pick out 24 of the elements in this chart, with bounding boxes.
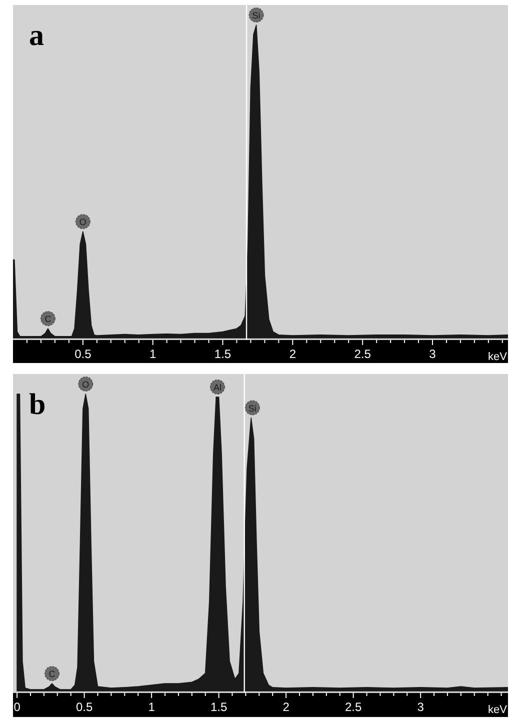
x-tick-label: 1.5 <box>214 347 232 361</box>
annotation: O <box>82 380 90 390</box>
x-tick-label: 0.5 <box>74 347 92 361</box>
x-axis-title: keV <box>488 704 508 716</box>
x-tick-label: 3 <box>417 700 424 714</box>
annotation: Si <box>248 403 256 414</box>
annotation: C <box>48 669 56 680</box>
annotation: O <box>79 217 86 228</box>
x-axis-title: keV <box>488 351 508 363</box>
x-tick-label: 0.5 <box>76 700 93 714</box>
x-tick-label: 0 <box>14 700 21 714</box>
annotation: C <box>44 314 52 324</box>
x-tick-label: 1 <box>149 347 156 361</box>
x-tick-label: 2 <box>289 347 296 361</box>
x-tick-label: 3 <box>429 347 436 361</box>
x-tick-label: 2 <box>282 700 290 714</box>
chart-title: b <box>29 388 46 421</box>
x-tick-label: 2.5 <box>354 347 372 361</box>
chart-title: a <box>29 19 44 52</box>
annotation: Al <box>213 382 222 392</box>
x-tick-label: 1.5 <box>210 700 228 714</box>
annotation: Si <box>252 10 260 20</box>
x-tick-label: 2.5 <box>344 700 362 714</box>
x-tick-label: 1 <box>148 700 156 714</box>
